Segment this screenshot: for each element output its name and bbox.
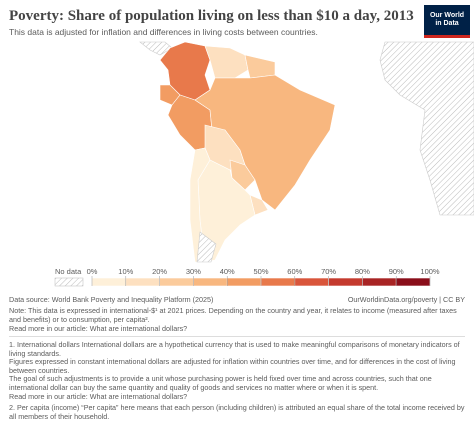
legend-tick-label: 40%: [220, 267, 235, 276]
legend: No data 0% 10% 20% 30% 40% 50% 60% 70% 80% 90% 100…: [54, 267, 440, 287]
country[interactable]: [204, 45, 249, 79]
legend-swatch: [91, 277, 127, 287]
legend-tick-label: 0%: [87, 267, 98, 276]
title: Poverty: Share of population living on l…: [9, 8, 414, 24]
legend-tick-label: 60%: [287, 267, 302, 276]
note: Note: This data is expressed in internat…: [9, 306, 457, 324]
legend-swatch: [159, 277, 194, 287]
legend-tick-label: 80%: [355, 267, 370, 276]
logo-text: Our World: [429, 12, 465, 19]
legend-no-data: No data: [55, 267, 82, 276]
legend-tick-label: 20%: [152, 267, 167, 276]
legend-swatch: [193, 277, 228, 287]
legend-swatch: [362, 277, 397, 287]
country[interactable]: [229, 159, 256, 191]
country[interactable]: [379, 41, 474, 216]
no-data-swatch: [54, 277, 84, 287]
url[interactable]: OurWorldinData.org/poverty | CC BY: [347, 295, 465, 304]
legend-swatch: [328, 277, 363, 287]
country[interactable]: [244, 54, 276, 79]
legend-tick-label: 10%: [118, 267, 133, 276]
legend-tick-label: 50%: [253, 267, 268, 276]
footnote: Figures expressed in constant internatio…: [9, 357, 456, 375]
countries: [139, 41, 474, 263]
separator: [9, 336, 465, 337]
logo[interactable]: Our World in Data: [424, 5, 470, 38]
logo-text: in Data: [435, 20, 459, 27]
footnotes: 1. International dollars International d…: [9, 340, 465, 421]
legend-tick-label: 70%: [321, 267, 336, 276]
source: Data source: World Bank Poverty and Ineq…: [9, 295, 214, 304]
footnote: 1. International dollars International d…: [9, 340, 460, 358]
legend-swatch: [294, 277, 329, 287]
legend-tick-label: 30%: [186, 267, 201, 276]
legend-swatch: [226, 277, 262, 287]
footnote: The goal of such adjustments is to provi…: [9, 374, 432, 392]
subtitle: This data is adjusted for inflation and …: [9, 27, 318, 37]
country[interactable]: [196, 231, 217, 263]
legend-tick-label: 100%: [420, 267, 440, 276]
legend-swatch: [125, 277, 160, 287]
footnote: Read more in our article: What are inter…: [9, 391, 188, 401]
legend-tick-label: 90%: [389, 267, 404, 276]
legend-swatch: [395, 277, 431, 287]
map: No data 0% 10% 20% 30% 40% 50% 60% 70% 80% 90% 100…: [54, 41, 474, 287]
read-more[interactable]: Read more in our article: What are inter…: [9, 324, 188, 333]
legend-swatch: [260, 277, 296, 287]
footnote: 2. Per capita (income) “Per capita” here…: [9, 403, 465, 421]
country[interactable]: [139, 41, 173, 56]
